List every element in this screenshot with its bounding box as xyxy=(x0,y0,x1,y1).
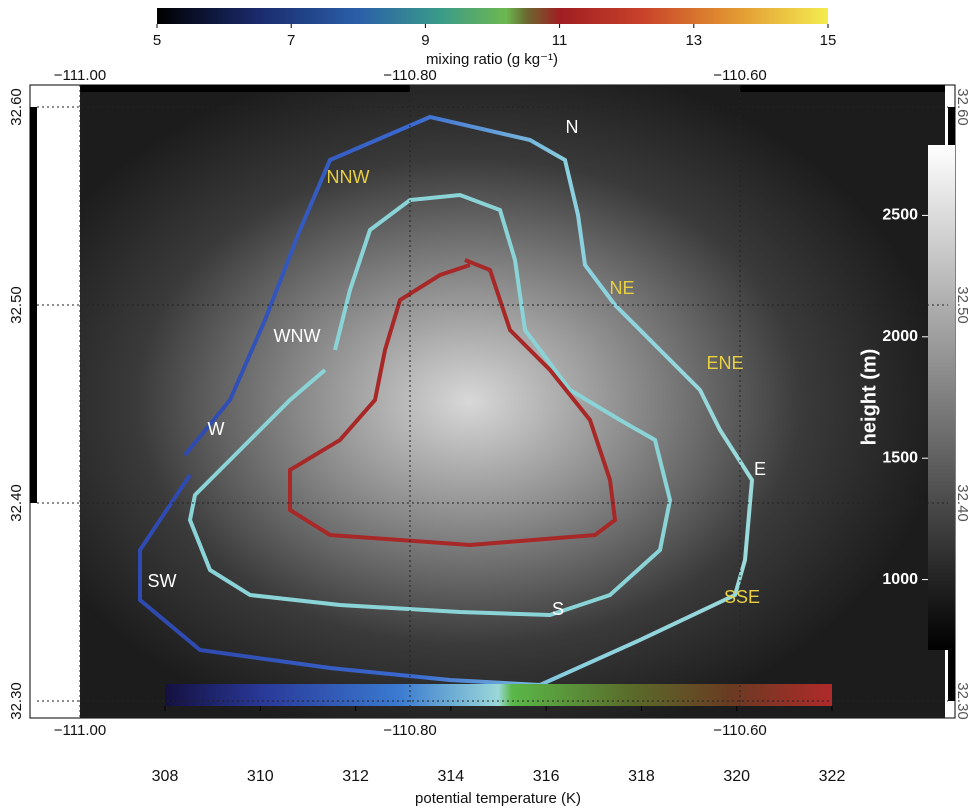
longitude-label: −111.00 xyxy=(54,722,106,739)
tick-label: 318 xyxy=(628,768,655,785)
place-label: NNW xyxy=(327,167,370,187)
terrain xyxy=(80,85,945,718)
tick-label: 11 xyxy=(552,32,568,49)
longitude-label: −110.80 xyxy=(383,67,437,84)
place-label: E xyxy=(754,459,766,479)
place-label: SSE xyxy=(724,587,760,607)
latitude-label: 32.40 xyxy=(8,484,25,522)
map-frame xyxy=(30,85,955,718)
tick-label: 322 xyxy=(819,768,846,785)
tick-label: 2000 xyxy=(882,328,918,345)
place-label: S xyxy=(552,599,564,619)
tick-label: 5 xyxy=(153,32,161,49)
frame-bar xyxy=(30,107,37,503)
tick-label: 320 xyxy=(723,768,750,785)
tick-label: 308 xyxy=(152,768,179,785)
tick-label: 1000 xyxy=(882,571,918,588)
longitude-label: −110.80 xyxy=(383,722,437,739)
latitude-label: 32.60 xyxy=(8,88,25,126)
latitude-label: 32.30 xyxy=(954,682,971,720)
tick-label: 2500 xyxy=(882,207,918,224)
figure: mixing ratio (g kg⁻¹) potential temperat… xyxy=(0,0,975,808)
frame-bar xyxy=(80,85,410,92)
tick-label: 312 xyxy=(342,768,369,785)
colorbar-label: potential temperature (K) xyxy=(415,790,581,807)
longitude-label: −110.60 xyxy=(713,722,767,739)
frame-bar xyxy=(740,85,945,92)
place-label: ENE xyxy=(706,353,743,373)
place-label: WNW xyxy=(274,326,321,346)
latitude-label: 32.30 xyxy=(8,682,25,720)
tick-label: 13 xyxy=(685,32,702,49)
colorbar-height xyxy=(928,145,955,650)
latitude-label: 32.50 xyxy=(954,286,971,324)
longitude-label: −111.00 xyxy=(54,67,106,84)
place-label: NE xyxy=(609,278,634,298)
colorbar-label: height (m) xyxy=(858,349,880,446)
tick-label: 314 xyxy=(438,768,465,785)
colorbar-mixing-ratio xyxy=(157,8,828,24)
tick-label: 1500 xyxy=(882,449,918,466)
tick-label: 7 xyxy=(287,32,295,49)
colorbar-potential-temperature xyxy=(165,684,832,706)
colorbar-label: mixing ratio (g kg⁻¹) xyxy=(426,51,558,68)
tick-label: 9 xyxy=(421,32,429,49)
tick-label: 316 xyxy=(533,768,560,785)
place-label: N xyxy=(566,117,579,137)
latitude-label: 32.50 xyxy=(8,286,25,324)
place-label: SW xyxy=(148,571,177,591)
latitude-label: 32.40 xyxy=(954,484,971,522)
place-label: W xyxy=(208,419,225,439)
tick-label: 15 xyxy=(820,32,837,49)
tick-label: 310 xyxy=(247,768,274,785)
latitude-label: 32.60 xyxy=(954,88,971,126)
longitude-label: −110.60 xyxy=(713,67,767,84)
